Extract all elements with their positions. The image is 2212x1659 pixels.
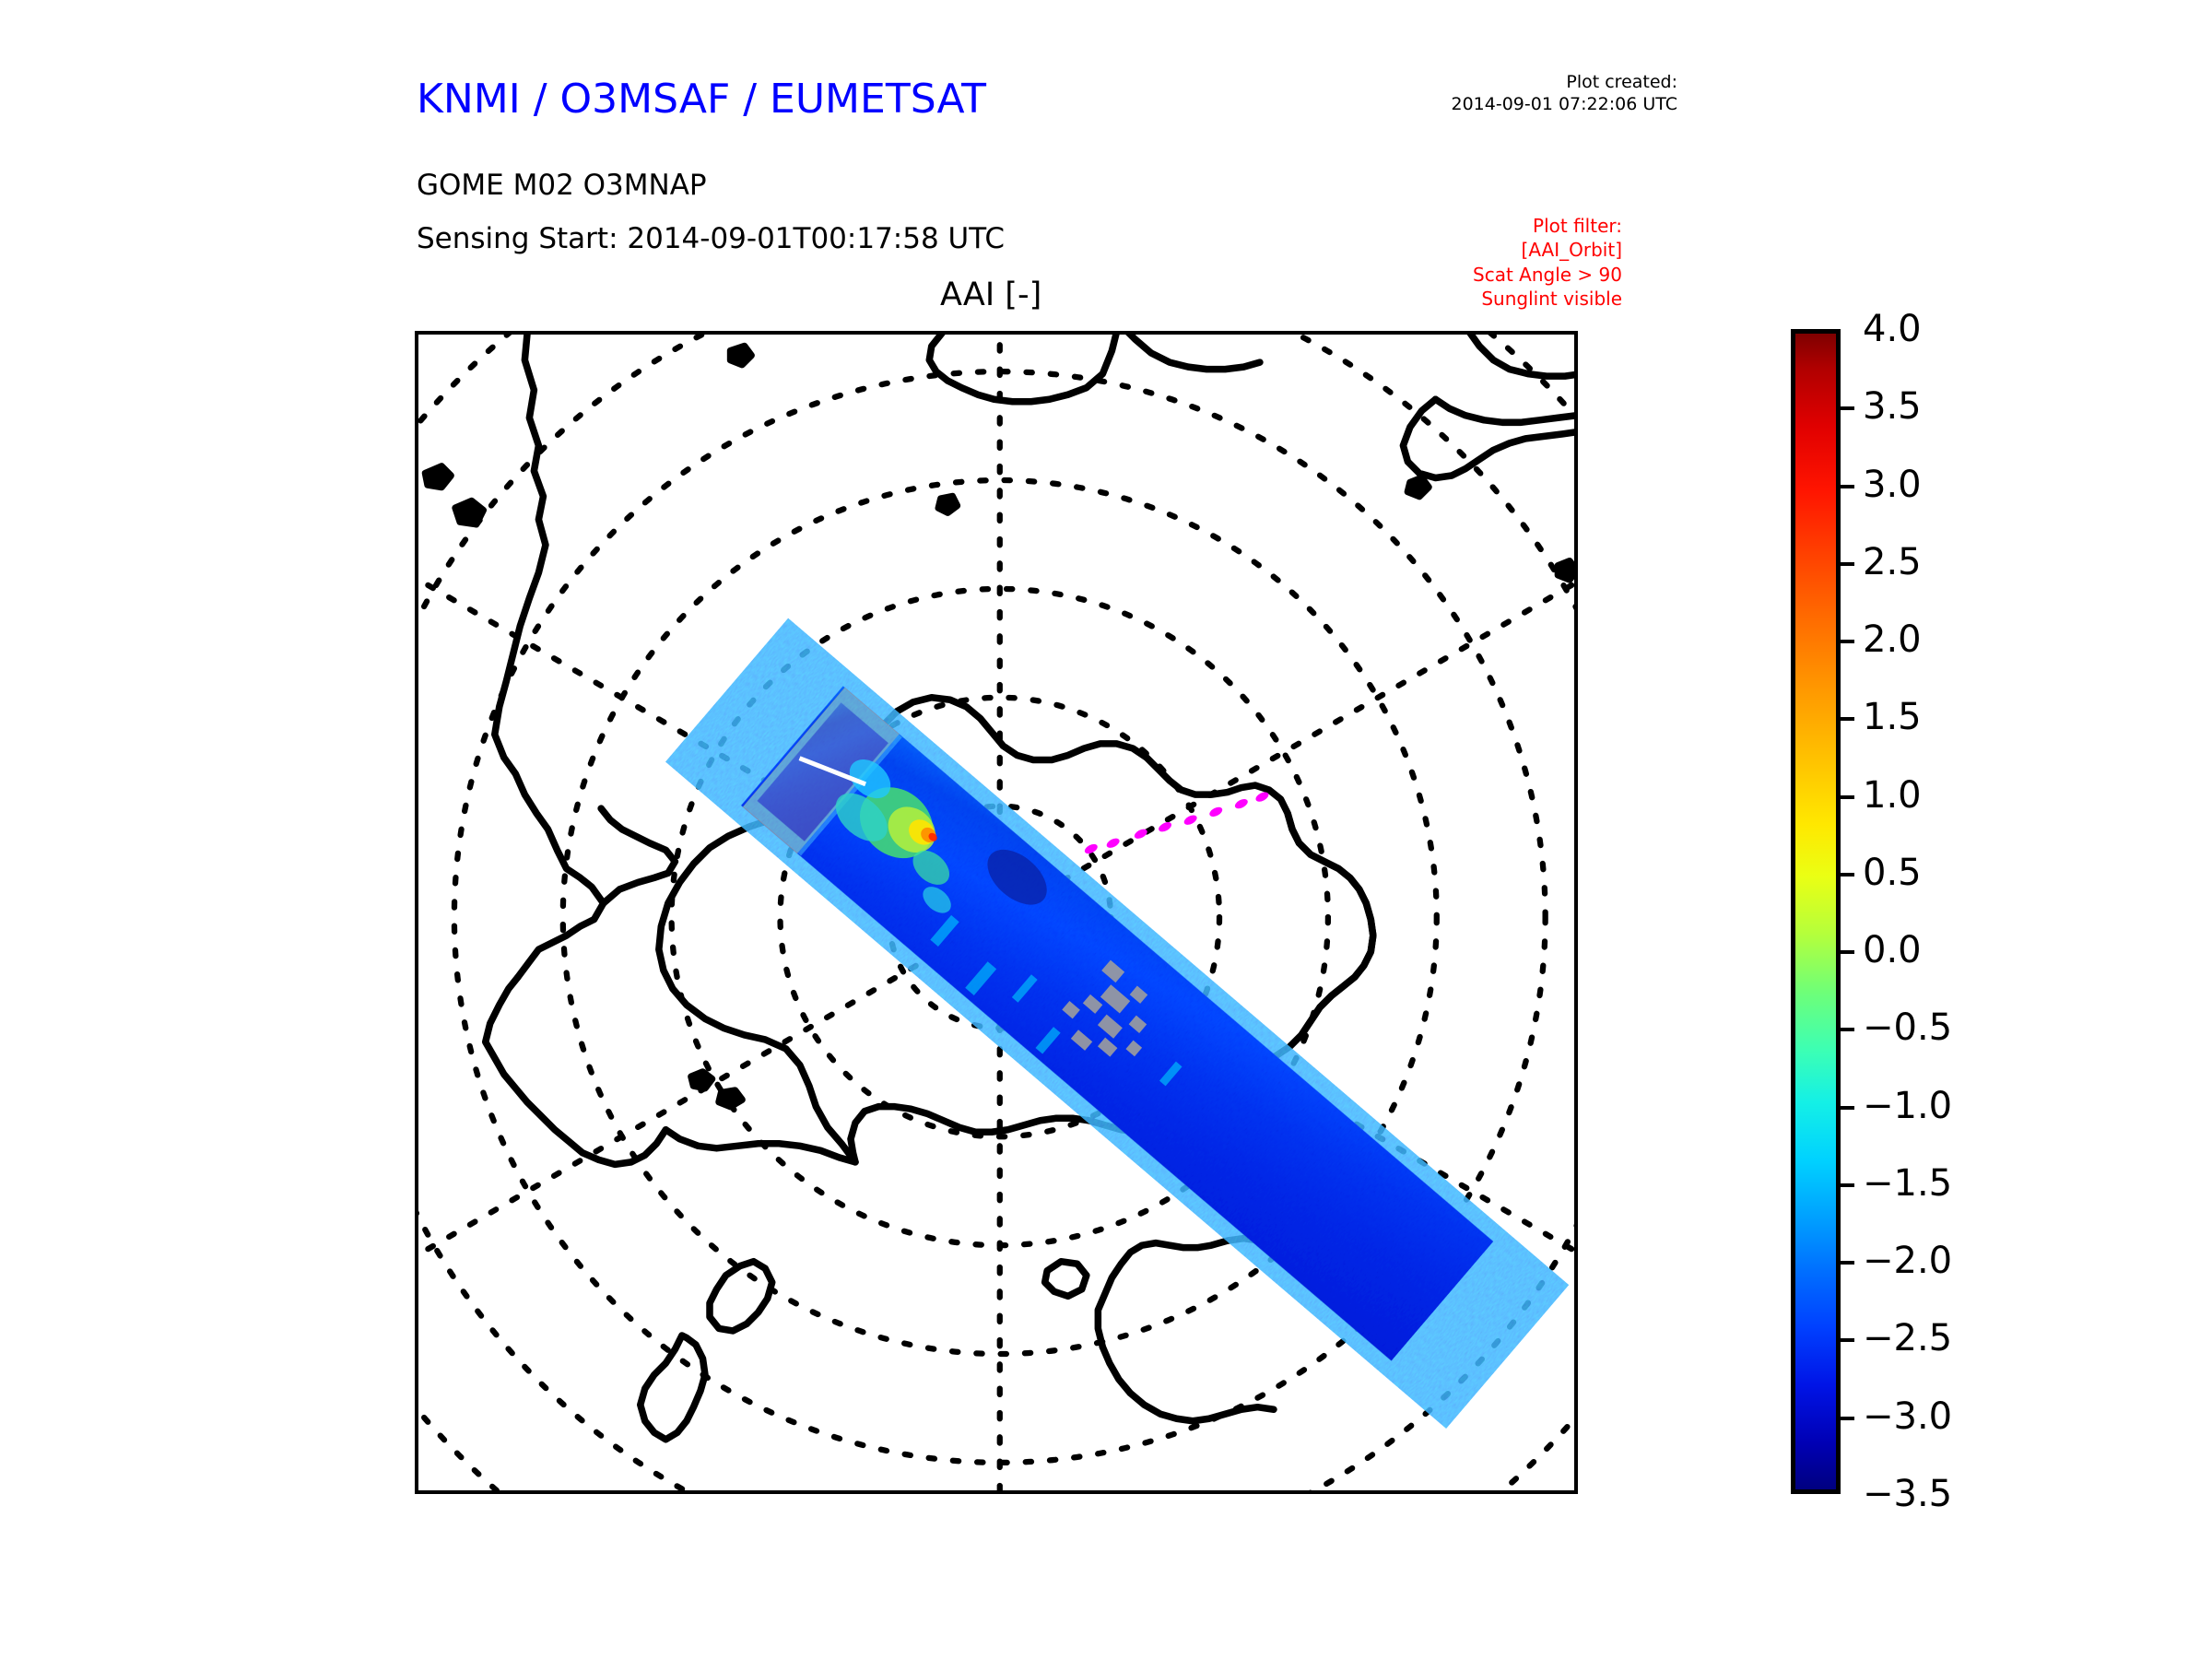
coastline-tasmania	[1041, 1257, 1090, 1300]
product-line: GOME M02 O3MNAP	[417, 169, 707, 202]
colorbar-tick-mark	[1839, 406, 1854, 411]
plot-filter-title: Plot filter:	[1533, 215, 1622, 237]
coastline-island-south-georgia	[726, 342, 755, 369]
coastline-island-right-edge	[1554, 558, 1574, 583]
coastline-new-zealand-south	[637, 1332, 709, 1443]
plot-created-label: Plot created:	[1566, 72, 1677, 92]
colorbar-tick-label: 0.5	[1863, 851, 1922, 894]
colorbar-tick-mark	[1839, 794, 1854, 799]
colorbar-tick-label: −3.0	[1863, 1394, 1953, 1438]
sensing-start-line: Sensing Start: 2014-09-01T00:17:58 UTC	[417, 222, 1005, 255]
coastline-island-falkland-b	[715, 1087, 746, 1111]
coastline-over-swath	[1284, 812, 1377, 1038]
coastline-antarctica	[655, 693, 1377, 1166]
colorbar-tick-mark	[1839, 872, 1854, 877]
swath-missing-cluster	[1062, 959, 1148, 1057]
colorbar-tick-mark	[1839, 1261, 1854, 1265]
organisation-title: KNMI / O3MSAF / EUMETSAT	[417, 76, 986, 123]
colorbar-tick-mark	[1839, 484, 1854, 488]
coastline-island-falkland-a	[688, 1068, 716, 1092]
colorbar-tick-mark	[1839, 1182, 1854, 1187]
colorbar[interactable]: 4.0 3.5 3.0 2.5 2.0 1.5 1.0 0.5 0.0 −0.5 −1.0 −1.5 −…	[1791, 311, 1952, 1512]
coastline-madagascar-south	[1399, 395, 1574, 482]
colorbar-tick-mark	[1839, 1416, 1854, 1420]
page-title: AAI [-]	[940, 276, 1042, 313]
colorbar-tick-mark	[1839, 561, 1854, 566]
colorbar-tick-label: −0.5	[1863, 1006, 1953, 1050]
colorbar-tick-label: 3.5	[1863, 385, 1922, 429]
coastline-island-bouvet	[935, 492, 961, 516]
plot-created-block: Plot created: 2014-09-01 07:22:06 UTC	[1401, 72, 1678, 116]
plot-created-value: 2014-09-01 07:22:06 UTC	[1451, 93, 1678, 114]
sunglint-markers	[1084, 792, 1269, 854]
colorbar-tick-label: 4.0	[1863, 308, 1922, 350]
coastline-south-america-west	[491, 335, 607, 981]
plot-filter-line-3: Sunglint visible	[1481, 288, 1622, 311]
colorbar-tick-label: −2.5	[1863, 1317, 1953, 1360]
coastline-island-galapagos-small	[452, 497, 487, 528]
coastline-antarctic-peninsula-chain	[662, 1125, 859, 1166]
plot-filter-line-2: Scat Angle > 90	[1473, 263, 1622, 286]
colorbar-tick-mark	[1839, 717, 1854, 722]
satellite-swath	[740, 686, 1494, 1361]
colorbar-tick-label: −1.0	[1863, 1084, 1953, 1127]
plot-filter-block: Plot filter: [AAI_Orbit] Scat Angle > 90…	[1364, 214, 1622, 312]
coastline-new-zealand-north	[706, 1257, 776, 1335]
coastline-australia-southeast	[1099, 1343, 1277, 1425]
colorbar-gradient	[1791, 329, 1841, 1494]
coastline-indian-ocean-north	[1466, 335, 1574, 380]
swath-high-aai-patch	[835, 759, 951, 913]
swath-cyan-streaks	[930, 914, 1182, 1087]
swath-track-line	[798, 756, 867, 787]
colorbar-tick-label: 1.0	[1863, 773, 1922, 817]
colorbar-tick-label: 2.0	[1863, 618, 1922, 662]
colorbar-tick-label: 1.5	[1863, 696, 1922, 739]
colorbar-tick-mark	[1839, 950, 1854, 955]
colorbar-tick-mark	[1839, 1105, 1854, 1110]
colorbar-tick-mark	[1839, 1028, 1854, 1032]
colorbar-tick-label: −1.5	[1863, 1161, 1953, 1205]
polar-map-svg	[418, 335, 1574, 1490]
coastline-madagascar-north	[1431, 395, 1574, 427]
coastline-south-america-south	[481, 973, 670, 1169]
map-plot-area[interactable]	[415, 331, 1578, 1494]
coastline-africa-southeast	[1125, 335, 1264, 373]
colorbar-tick-mark	[1839, 1338, 1854, 1343]
coastline-africa-south	[925, 335, 1120, 406]
colorbar-tick-label: −2.0	[1863, 1240, 1953, 1283]
colorbar-tick-label: 2.5	[1863, 540, 1922, 583]
coastline-island-kerguelen	[1404, 474, 1432, 500]
coastline-island-juanfernandez	[421, 463, 454, 491]
colorbar-tick-mark	[1839, 640, 1854, 644]
colorbar-tick-label: 3.0	[1863, 463, 1922, 506]
colorbar-tick-label: 0.0	[1863, 929, 1922, 972]
plot-filter-line-1: [AAI_Orbit]	[1521, 239, 1622, 262]
coastline-argentina-atlantic	[597, 805, 679, 907]
colorbar-tick-label: −3.5	[1863, 1473, 1953, 1515]
swath-low-aai-blob	[987, 849, 1047, 905]
